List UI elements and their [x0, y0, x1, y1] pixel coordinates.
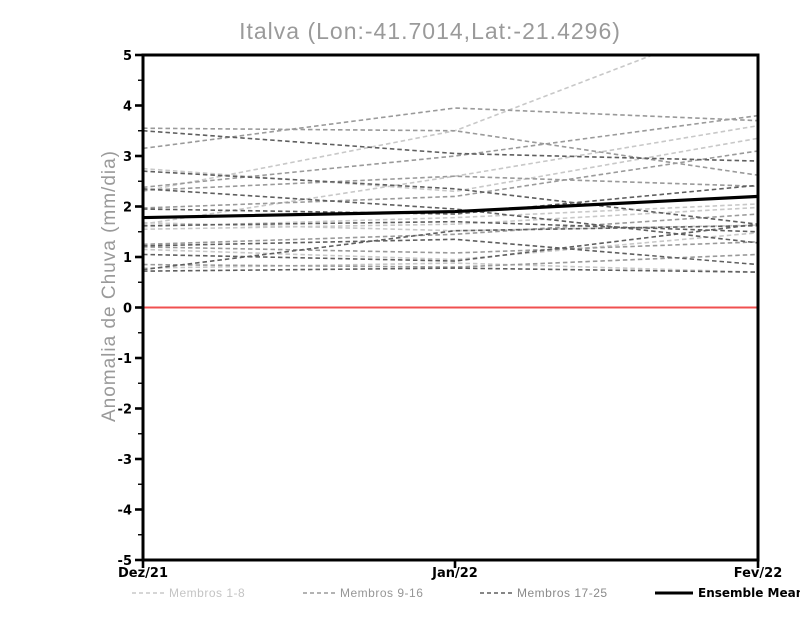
legend-line-sample	[132, 592, 164, 594]
member-line-g3-7	[144, 223, 757, 262]
member-line-g3-5	[144, 220, 757, 233]
member-line-g2-7	[144, 241, 757, 254]
x-tick-label: Jan/22	[431, 566, 478, 581]
legend-line-sample	[480, 592, 512, 594]
y-tick-label: -2	[118, 403, 132, 418]
member-line-g1-3	[144, 137, 757, 193]
y-tick-label: 0	[123, 302, 132, 317]
member-line-g1-4	[144, 203, 757, 228]
y-tick-label: -4	[118, 504, 132, 519]
member-line-g1-5	[144, 206, 757, 231]
y-tick-label: 4	[123, 100, 132, 115]
legend: Membros 1-8 Membros 9-16 Membros 17-25 Ense…	[0, 585, 800, 603]
legend-entry-2: Membros 9-16	[303, 585, 423, 601]
plot-frame	[141, 53, 760, 562]
y-tick-label: 3	[123, 150, 132, 165]
member-line-g2-8	[144, 253, 757, 268]
y-tick-label: -1	[118, 352, 132, 367]
y-tick-label: -5	[118, 554, 132, 569]
legend-label: Membros 9-16	[340, 586, 424, 600]
legend-line-sample	[303, 592, 335, 594]
member-line-g2-4	[144, 175, 757, 192]
member-line-g1-7	[144, 262, 757, 273]
legend-entry-3: Membros 17-25	[480, 585, 608, 601]
y-tick-label: 1	[123, 251, 132, 266]
x-tick-label: Fev/22	[734, 566, 782, 581]
member-line-g1-2	[144, 125, 757, 225]
legend-line-sample	[655, 591, 693, 595]
y-tick-label: 5	[123, 49, 132, 64]
member-line-g2-1	[144, 127, 757, 176]
legend-label: Ensemble Mean	[698, 586, 800, 600]
member-line-g3-9	[144, 267, 757, 273]
legend-label: Membros 17-25	[517, 586, 608, 600]
y-tick-label: -3	[118, 453, 132, 468]
ensemble-mean-line	[144, 194, 757, 220]
legend-entry-1: Membros 1-8	[132, 585, 245, 601]
member-line-g1-6	[144, 232, 757, 261]
x-tick-label: Dez/21	[118, 566, 168, 581]
member-line-g1-1	[144, 56, 651, 192]
member-line-g1-8	[144, 221, 757, 232]
y-tick-label: 2	[123, 201, 132, 216]
legend-entry-4: Ensemble Mean	[655, 585, 800, 601]
legend-label: Membros 1-8	[169, 586, 246, 600]
chart-title: Italva (Lon:-41.7014,Lat:-21.4296)	[239, 18, 621, 44]
